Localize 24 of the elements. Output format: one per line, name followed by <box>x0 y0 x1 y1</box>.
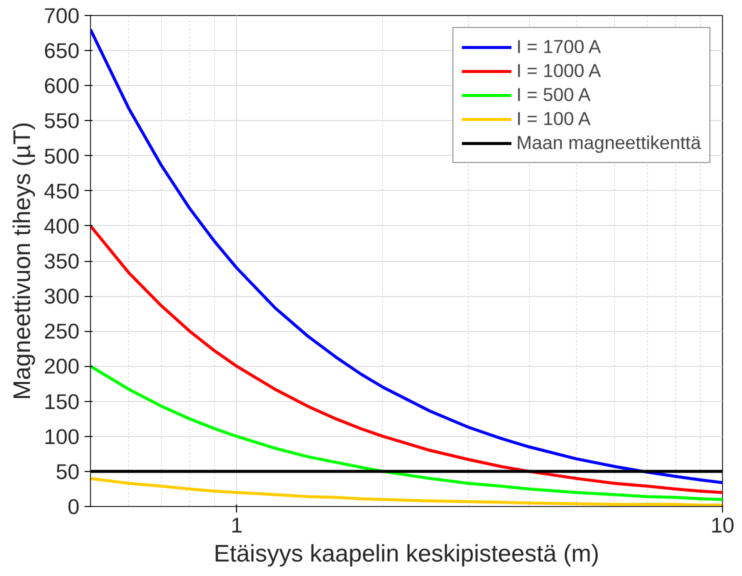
y-tick-label: 450 <box>44 179 80 204</box>
y-tick-label: 100 <box>44 424 80 449</box>
y-tick-label: 350 <box>44 250 80 274</box>
y-tick-label: 400 <box>44 214 80 238</box>
y-tick-label: 500 <box>44 144 80 168</box>
y-tick-label: 300 <box>44 284 80 309</box>
y-axis-title: Magneettivuon tiheys (µT) <box>8 122 36 400</box>
y-tick-label: 0 <box>68 495 80 519</box>
legend-label: Maan magneettikenttä <box>516 132 701 154</box>
y-tick-label: 700 <box>44 4 80 28</box>
legend-label: I = 1700 A <box>516 36 601 58</box>
y-tick-label: 250 <box>44 320 80 344</box>
legend-label: I = 500 A <box>516 84 591 106</box>
y-tick-label: 150 <box>44 390 80 414</box>
y-tick-label: 600 <box>44 74 80 98</box>
y-tick-label: 550 <box>44 109 80 134</box>
x-tick-label: 1 <box>230 514 243 538</box>
legend-label: I = 100 A <box>516 108 591 130</box>
x-axis-title: Etäisyys kaapelin keskipisteestä (m) <box>214 540 600 568</box>
x-tick-label: 10 <box>710 514 734 538</box>
y-tick-label: 650 <box>44 39 80 64</box>
y-tick-label: 50 <box>56 460 80 484</box>
y-tick-label: 200 <box>44 354 80 379</box>
legend-label: I = 1000 A <box>516 60 601 82</box>
